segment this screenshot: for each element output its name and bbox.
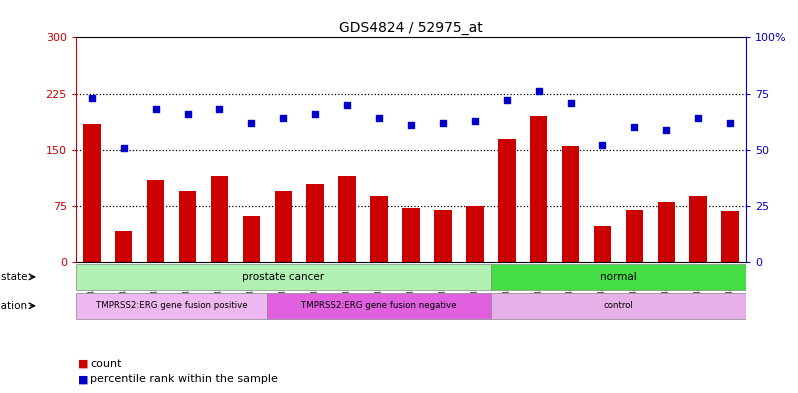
Bar (267, 293, 491, 319)
Bar (466, 206, 484, 263)
Bar (243, 216, 260, 263)
Point (117, 145, 130, 151)
Point (405, 122, 417, 128)
Text: normal: normal (600, 272, 637, 282)
Bar (562, 146, 579, 263)
Bar (491, 264, 746, 290)
Title: GDS4824 / 52975_at: GDS4824 / 52975_at (339, 21, 483, 35)
Point (341, 102, 354, 108)
Bar (434, 210, 452, 263)
Text: TMPRSS2:ERG gene fusion positive: TMPRSS2:ERG gene fusion positive (96, 301, 247, 310)
Bar (179, 191, 196, 263)
Bar (83, 124, 101, 263)
Point (564, 99, 577, 106)
Text: ■: ■ (78, 374, 89, 384)
Point (277, 115, 290, 121)
Point (692, 115, 705, 121)
Bar (76, 264, 491, 290)
Point (149, 106, 162, 112)
Bar (530, 116, 547, 263)
Bar (491, 293, 746, 319)
Text: count: count (90, 358, 121, 369)
Bar (626, 210, 643, 263)
Bar (594, 226, 611, 263)
Point (628, 124, 641, 130)
Bar (275, 191, 292, 263)
Bar (498, 139, 516, 263)
Point (373, 115, 385, 121)
Text: percentile rank within the sample: percentile rank within the sample (90, 374, 278, 384)
Bar (147, 180, 164, 263)
Point (85, 95, 98, 101)
Point (309, 111, 322, 117)
Bar (76, 293, 267, 319)
Point (181, 111, 194, 117)
Text: prostate cancer: prostate cancer (243, 272, 324, 282)
Point (468, 118, 481, 124)
Bar (370, 196, 388, 263)
Point (437, 120, 449, 126)
Bar (211, 176, 228, 263)
Text: control: control (603, 301, 634, 310)
Bar (306, 184, 324, 263)
Bar (689, 196, 707, 263)
Text: TMPRSS2:ERG gene fusion negative: TMPRSS2:ERG gene fusion negative (301, 301, 457, 310)
Point (532, 88, 545, 94)
Text: disease state: disease state (0, 272, 28, 282)
Point (596, 142, 609, 149)
Bar (338, 176, 356, 263)
Point (660, 127, 673, 133)
Point (245, 120, 258, 126)
Point (724, 120, 737, 126)
Point (213, 106, 226, 112)
Bar (658, 202, 675, 263)
Bar (721, 211, 739, 263)
Bar (115, 231, 132, 263)
Bar (402, 208, 420, 263)
Point (500, 97, 513, 103)
Text: ■: ■ (78, 358, 89, 369)
Text: genotype/variation: genotype/variation (0, 301, 28, 311)
